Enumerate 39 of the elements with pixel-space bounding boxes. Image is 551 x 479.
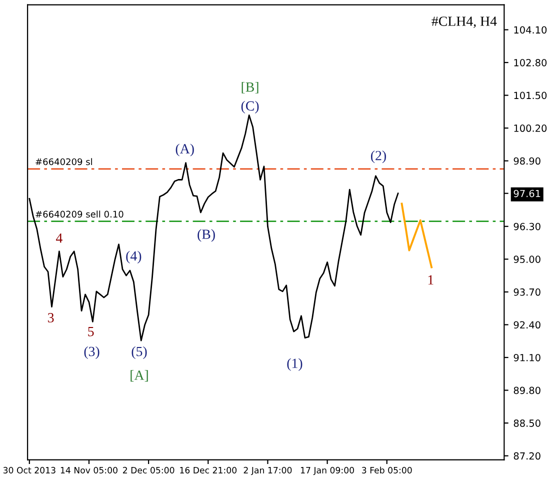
x-tick-label: 30 Oct 2013 — [3, 466, 56, 474]
ref-line-label: #6640209 sl — [36, 158, 92, 166]
y-tick-label: 97.61 — [514, 190, 540, 198]
y-tick-label: 95.00 — [514, 256, 540, 263]
y-tick-label: 92.40 — [514, 321, 540, 329]
y-tick-label: 87.20 — [514, 452, 540, 460]
y-tick-label: 88.50 — [514, 420, 540, 427]
annotation: (2) — [371, 150, 386, 164]
y-tick-label: 100.20 — [514, 124, 547, 132]
y-tick-label: 96.30 — [514, 222, 540, 230]
y-tick-label: 93.70 — [514, 288, 540, 296]
annotation: (1) — [287, 358, 302, 371]
annotation: [B] — [242, 82, 258, 94]
y-tick-label: 91.10 — [514, 354, 540, 362]
annotation: (4) — [126, 250, 142, 264]
y-tick-label: 89.80 — [514, 386, 540, 394]
annotation: (5) — [132, 346, 147, 359]
annotation: 4 — [56, 233, 62, 243]
x-tick-label: 14 Nov 05:00 — [60, 466, 118, 474]
annotation: [A] — [130, 370, 148, 382]
annotation: (C) — [241, 100, 259, 114]
annotation: 1 — [428, 275, 434, 284]
annotation: 3 — [48, 313, 54, 322]
ref-line-label: #6640209 sell 0.10 — [36, 210, 124, 218]
annotation: (A) — [176, 144, 194, 156]
y-tick-label: 102.80 — [514, 59, 547, 66]
text: #CLH4, H4 — [432, 16, 497, 28]
line-series — [400, 202, 433, 268]
annotation: 5 — [88, 327, 94, 336]
x-tick-label: 17 Jan 09:00 — [300, 466, 354, 476]
y-tick-label: 101.50 — [514, 92, 547, 100]
x-tick-label: 3 Feb 05:00 — [362, 466, 412, 474]
annotation: (3) — [84, 346, 100, 359]
y-tick-label: 104.10 — [514, 26, 547, 34]
annotation: (B) — [198, 229, 215, 242]
y-tick-label: 98.90 — [514, 157, 540, 165]
x-tick-label: 16 Dec 21:00 — [180, 466, 237, 474]
x-tick-label: 2 Dec 05:00 — [122, 466, 174, 474]
x-tick-label: 2 Jan 17:00 — [244, 466, 292, 476]
